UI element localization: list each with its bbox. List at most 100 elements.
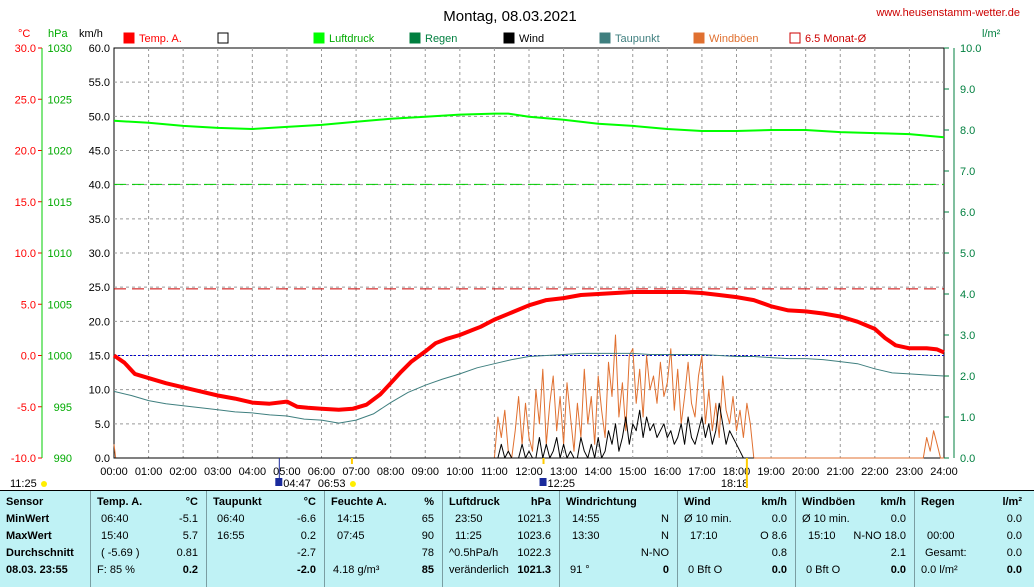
hum-max-time: 07:45 xyxy=(337,530,365,542)
dir-min: N xyxy=(661,513,669,525)
x-tick: 04:00 xyxy=(239,466,267,478)
legend-label: Regen xyxy=(425,33,457,45)
rain-tick: 3.0 xyxy=(960,330,975,342)
x-tick: 10:00 xyxy=(446,466,474,478)
hum-header: Feuchte A. xyxy=(331,496,387,508)
rain-tick: 2.0 xyxy=(960,371,975,383)
legend-label: Windböen xyxy=(709,33,759,45)
wind-now-note: 0 Bft O xyxy=(688,564,723,576)
dew-unit: °C xyxy=(303,496,316,508)
unit-rain-label: l/m² xyxy=(982,28,1001,40)
x-tick: 24:00 xyxy=(930,466,958,478)
wind-tick: 0.0 xyxy=(95,453,110,465)
col-gust: Windböen km/h Ø 10 min. 0.0 15:10 N-NO 1… xyxy=(795,491,914,587)
press-unit: hPa xyxy=(530,496,551,508)
dew-series-line xyxy=(113,352,945,424)
press-tick: 1015 xyxy=(48,197,72,209)
x-tick: 12:00 xyxy=(515,466,543,478)
legend-swatch xyxy=(409,32,421,44)
row-label-now: 08.03. 23:55 xyxy=(6,564,68,576)
temp-tick: 20.0 xyxy=(15,146,36,158)
temp-tick: 10.0 xyxy=(15,248,36,260)
press-max: 1023.6 xyxy=(517,530,551,542)
row-label-max: MaxWert xyxy=(6,530,52,542)
col-wind-direction: Windrichtung 14:55 N 13:30 N N-NO 91 ° 0 xyxy=(559,491,677,587)
rain-min: 0.0 xyxy=(1006,530,1022,542)
rain-tick: 5.0 xyxy=(960,248,975,260)
legend-label: Taupunkt xyxy=(615,33,660,45)
press-max-time: 11:25 xyxy=(455,530,482,542)
row-label-avg: Durchschnitt xyxy=(6,547,74,559)
legend-label: 6.5 Monat-Ø xyxy=(805,33,867,45)
legend-swatch xyxy=(313,32,325,44)
dir-max: N xyxy=(661,530,669,542)
wind-min: 0.0 xyxy=(771,513,787,525)
legend-swatch xyxy=(789,32,801,44)
dir-max-time: 13:30 xyxy=(572,530,600,542)
dew-now: -2.0 xyxy=(297,564,316,576)
rain-total-label: Gesamt: xyxy=(925,547,967,559)
press-tick: 990 xyxy=(54,453,72,465)
col-temp: Temp. A. °C 06:40 -5.1 15:40 5.7 ( -5.69… xyxy=(90,491,206,587)
chart-title: Montag, 08.03.2021 xyxy=(443,8,576,25)
wind-tick: 20.0 xyxy=(89,316,110,328)
legend-swatch xyxy=(123,32,135,44)
press-tick: 1025 xyxy=(48,94,72,106)
temp-min-time: 06:40 xyxy=(101,513,129,525)
x-tick: 21:00 xyxy=(826,466,854,478)
x-tick: 14:00 xyxy=(584,466,612,478)
press-tick: 1030 xyxy=(48,43,72,55)
wind-tick: 55.0 xyxy=(89,77,110,89)
press-avg: 1022.3 xyxy=(517,547,551,559)
temp-max: 5.7 xyxy=(182,530,198,542)
x-tick: 09:00 xyxy=(411,466,439,478)
rain-tick: 7.0 xyxy=(960,166,975,178)
press-series-line xyxy=(113,112,945,139)
x-tick: 13:00 xyxy=(550,466,578,478)
x-tick: 19:00 xyxy=(757,466,785,478)
wind-series-line xyxy=(114,402,754,459)
hum-max: 90 xyxy=(421,530,434,542)
rain-tick: 4.0 xyxy=(960,289,975,301)
temp-min: -5.1 xyxy=(179,513,198,525)
site-link[interactable]: www.heusenstamm-wetter.de xyxy=(875,7,1020,19)
gust-avg: 2.1 xyxy=(890,547,906,559)
x-tick: 01:00 xyxy=(135,466,163,478)
wind-tick: 25.0 xyxy=(89,282,110,294)
wind-tick: 40.0 xyxy=(89,180,110,192)
wind-tick: 30.0 xyxy=(89,248,110,260)
rain-tick: 1.0 xyxy=(960,412,975,424)
gust-series-line xyxy=(113,334,944,459)
col-wind: Wind km/h Ø 10 min. 0.0 17:10 O 8.6 0.8 … xyxy=(677,491,795,587)
dew-avg: -2.7 xyxy=(297,547,316,559)
x-tick: 16:00 xyxy=(654,466,682,478)
temp-tick: -5.0 xyxy=(17,402,36,414)
temp-tick: 15.0 xyxy=(15,197,36,209)
x-tick: 07:00 xyxy=(342,466,370,478)
legend-label: Luftdruck xyxy=(329,33,375,45)
hum-min-time: 14:15 xyxy=(337,513,365,525)
temp-series-line xyxy=(112,290,945,412)
dew-max: 0.2 xyxy=(300,530,316,542)
dew-max-time: 16:55 xyxy=(217,530,245,542)
moon-dot xyxy=(41,481,47,487)
hum-now-note: 4.18 g/m³ xyxy=(333,564,380,576)
wind-min-note: Ø 10 min. xyxy=(684,513,732,525)
wind-unit: km/h xyxy=(761,496,787,508)
series-group xyxy=(112,112,945,459)
rain-min-time: 00:00 xyxy=(927,530,955,542)
gust-header: Windböen xyxy=(802,496,856,508)
gust-unit: km/h xyxy=(880,496,906,508)
gust-now-note: 0 Bft O xyxy=(806,564,841,576)
press-tick: 995 xyxy=(54,402,72,414)
rain-tick: 6.0 xyxy=(960,207,975,219)
col-humidity: Feuchte A. % 14:15 65 07:45 90 78 4.18 g… xyxy=(324,491,442,587)
unit-temp-label: °C xyxy=(18,28,30,40)
wind-tick: 35.0 xyxy=(89,214,110,226)
rain-unit: l/m² xyxy=(1002,496,1022,508)
dawn-sun-dot xyxy=(349,481,356,487)
rain-tick: 10.0 xyxy=(960,43,981,55)
sun-markers: 11:25 04:47 06:53 12:25 18:18 xyxy=(10,458,748,490)
press-min: 1021.3 xyxy=(517,513,551,525)
wind-tick: 15.0 xyxy=(89,351,110,363)
